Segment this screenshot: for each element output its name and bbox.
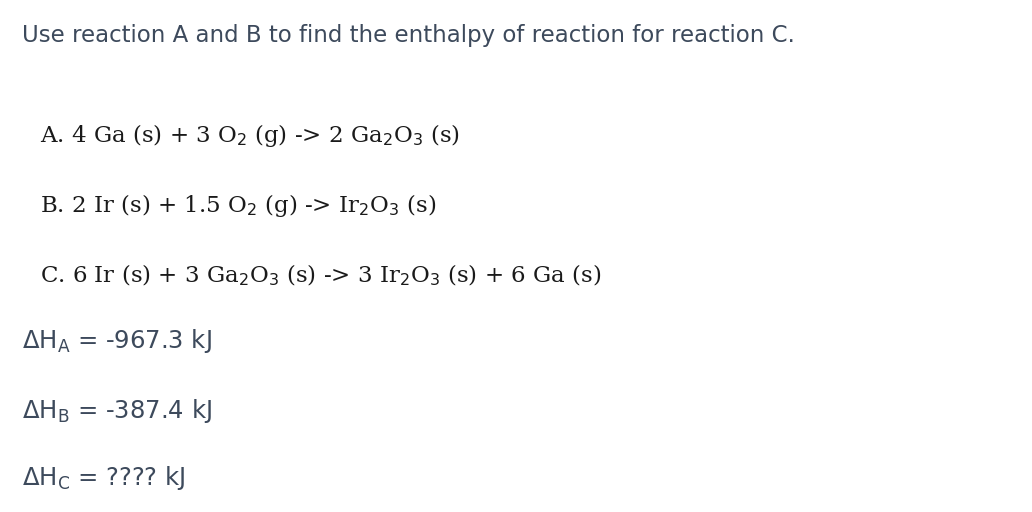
Text: $\Delta$H$_\mathrm{B}$ = -387.4 kJ: $\Delta$H$_\mathrm{B}$ = -387.4 kJ (22, 397, 212, 425)
Text: A. 4 Ga (s) + 3 O$_2$ (g) -> 2 Ga$_2$O$_3$ (s): A. 4 Ga (s) + 3 O$_2$ (g) -> 2 Ga$_2$O$_… (40, 122, 460, 149)
Text: $\Delta$H$_\mathrm{A}$ = -967.3 kJ: $\Delta$H$_\mathrm{A}$ = -967.3 kJ (22, 327, 212, 355)
Text: $\Delta$H$_\mathrm{C}$ = ???? kJ: $\Delta$H$_\mathrm{C}$ = ???? kJ (22, 464, 186, 492)
Text: B. 2 Ir (s) + 1.5 O$_2$ (g) -> Ir$_2$O$_3$ (s): B. 2 Ir (s) + 1.5 O$_2$ (g) -> Ir$_2$O$_… (40, 192, 437, 219)
Text: C. 6 Ir (s) + 3 Ga$_2$O$_3$ (s) -> 3 Ir$_2$O$_3$ (s) + 6 Ga (s): C. 6 Ir (s) + 3 Ga$_2$O$_3$ (s) -> 3 Ir$… (40, 262, 602, 288)
Text: Use reaction A and B to find the enthalpy of reaction for reaction C.: Use reaction A and B to find the enthalp… (22, 24, 795, 47)
